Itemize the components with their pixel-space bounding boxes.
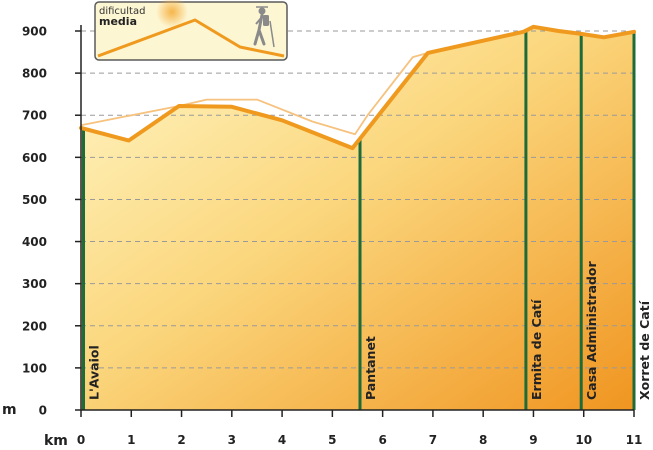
x-tick-label-4: 4 xyxy=(278,433,286,447)
y-axis-label: m xyxy=(2,402,17,418)
y-tick-label-100: 100 xyxy=(22,361,47,375)
mountain-icon xyxy=(97,18,285,58)
waypoint-label-3: Casa Administrador xyxy=(584,260,599,400)
profile-area xyxy=(81,26,634,411)
y-tick-label-700: 700 xyxy=(22,109,47,123)
waypoint-label-4: Xorret de Catí xyxy=(637,300,652,400)
difficulty-badge: dificultad media xyxy=(94,0,288,61)
x-tick-label-2: 2 xyxy=(177,433,185,447)
sun-icon xyxy=(156,0,188,28)
waypoint-label-1: Pantanet xyxy=(363,336,378,400)
x-tick-label-11: 11 xyxy=(626,433,643,447)
x-tick-label-5: 5 xyxy=(328,433,336,447)
x-tick-label-3: 3 xyxy=(228,433,236,447)
profile-line xyxy=(79,24,636,151)
y-tick-label-300: 300 xyxy=(22,277,47,291)
x-tick-label-9: 9 xyxy=(529,433,537,447)
x-tick-label-6: 6 xyxy=(378,433,386,447)
line-layer xyxy=(79,24,636,151)
axis-layer: 0 100 200 300 400 500 600 700 800 900 0 1 2 3 4 5 6 7 8 9 10… xyxy=(2,25,642,450)
x-tick-label-8: 8 xyxy=(479,433,487,447)
x-tick-label-1: 1 xyxy=(127,433,135,447)
waypoint-label-0: L'Avaiol xyxy=(87,345,102,400)
x-tick-label-10: 10 xyxy=(575,433,592,447)
difficulty-label: dificultad xyxy=(99,6,145,17)
shadow-profile-line xyxy=(80,52,429,136)
y-tick-label-800: 800 xyxy=(22,67,47,81)
waypoint-layer: L'Avaiol Pantanet Ermita de Catí Casa Admin… xyxy=(82,30,652,410)
y-tick-label-200: 200 xyxy=(22,319,47,333)
x-axis-label: km xyxy=(44,433,68,449)
y-tick-label-500: 500 xyxy=(22,193,47,207)
y-tick-label-600: 600 xyxy=(22,151,47,165)
y-tick-label-0: 0 xyxy=(39,404,47,418)
hiker-icon xyxy=(253,6,275,48)
waypoint-label-2: Ermita de Catí xyxy=(529,299,544,400)
shadow-layer xyxy=(80,52,429,136)
y-tick-label-900: 900 xyxy=(22,25,47,39)
difficulty-level: media xyxy=(99,15,137,28)
y-tick-label-400: 400 xyxy=(22,235,47,249)
x-tick-label-7: 7 xyxy=(429,433,437,447)
x-tick-label-0: 0 xyxy=(77,433,85,447)
area-layer xyxy=(81,26,634,411)
